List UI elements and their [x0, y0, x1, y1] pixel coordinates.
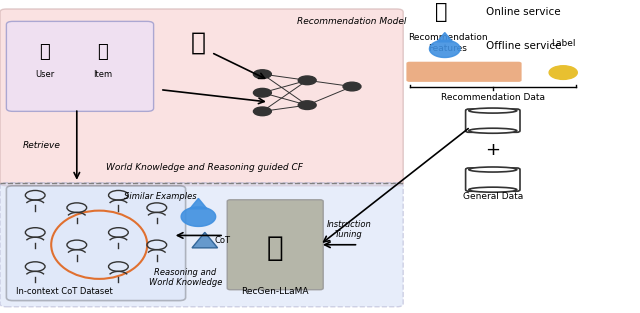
Text: 🔥: 🔥	[435, 2, 448, 22]
Text: Online service: Online service	[486, 7, 561, 17]
Circle shape	[549, 66, 577, 80]
FancyBboxPatch shape	[6, 186, 186, 300]
Circle shape	[298, 101, 316, 110]
Text: Recommendation
Features: Recommendation Features	[408, 33, 488, 53]
FancyBboxPatch shape	[0, 9, 403, 186]
Circle shape	[253, 88, 271, 97]
Circle shape	[253, 70, 271, 79]
Text: 🧑: 🧑	[40, 44, 50, 61]
Text: General Data: General Data	[463, 192, 523, 201]
Text: World Knowledge and Reasoning guided CF: World Knowledge and Reasoning guided CF	[106, 163, 303, 172]
Text: Label: Label	[551, 38, 575, 48]
Text: Recommendation Model: Recommendation Model	[298, 17, 406, 26]
Text: Item: Item	[93, 69, 112, 79]
Text: CoT: CoT	[214, 236, 230, 244]
Text: +: +	[485, 141, 500, 159]
FancyBboxPatch shape	[466, 168, 520, 191]
Circle shape	[253, 107, 271, 116]
Polygon shape	[181, 207, 216, 226]
Ellipse shape	[468, 187, 517, 192]
Text: Instruction
Tuning: Instruction Tuning	[326, 219, 371, 239]
FancyBboxPatch shape	[227, 200, 323, 290]
Text: Retrieve: Retrieve	[22, 141, 61, 150]
Text: RecGen-LLaMA: RecGen-LLaMA	[241, 287, 309, 296]
FancyBboxPatch shape	[466, 109, 520, 132]
Text: Offline service: Offline service	[486, 41, 562, 51]
Polygon shape	[189, 198, 207, 209]
Ellipse shape	[468, 167, 517, 172]
Text: 🔥: 🔥	[191, 31, 206, 55]
Text: Reasoning and
World Knowledge: Reasoning and World Knowledge	[149, 268, 222, 287]
Text: 🛍: 🛍	[97, 44, 108, 61]
Circle shape	[298, 76, 316, 85]
Polygon shape	[192, 232, 218, 248]
FancyBboxPatch shape	[0, 183, 403, 307]
FancyBboxPatch shape	[406, 62, 522, 82]
Ellipse shape	[468, 128, 517, 133]
FancyBboxPatch shape	[6, 21, 154, 111]
Text: Similar Examples: Similar Examples	[124, 192, 196, 201]
Text: 🦙: 🦙	[267, 234, 284, 262]
Polygon shape	[429, 40, 460, 58]
Polygon shape	[437, 33, 452, 42]
Text: Recommendation Data: Recommendation Data	[441, 93, 545, 102]
Circle shape	[343, 82, 361, 91]
Text: User: User	[35, 69, 54, 79]
Ellipse shape	[468, 108, 517, 113]
Text: In-context CoT Dataset: In-context CoT Dataset	[15, 287, 113, 296]
